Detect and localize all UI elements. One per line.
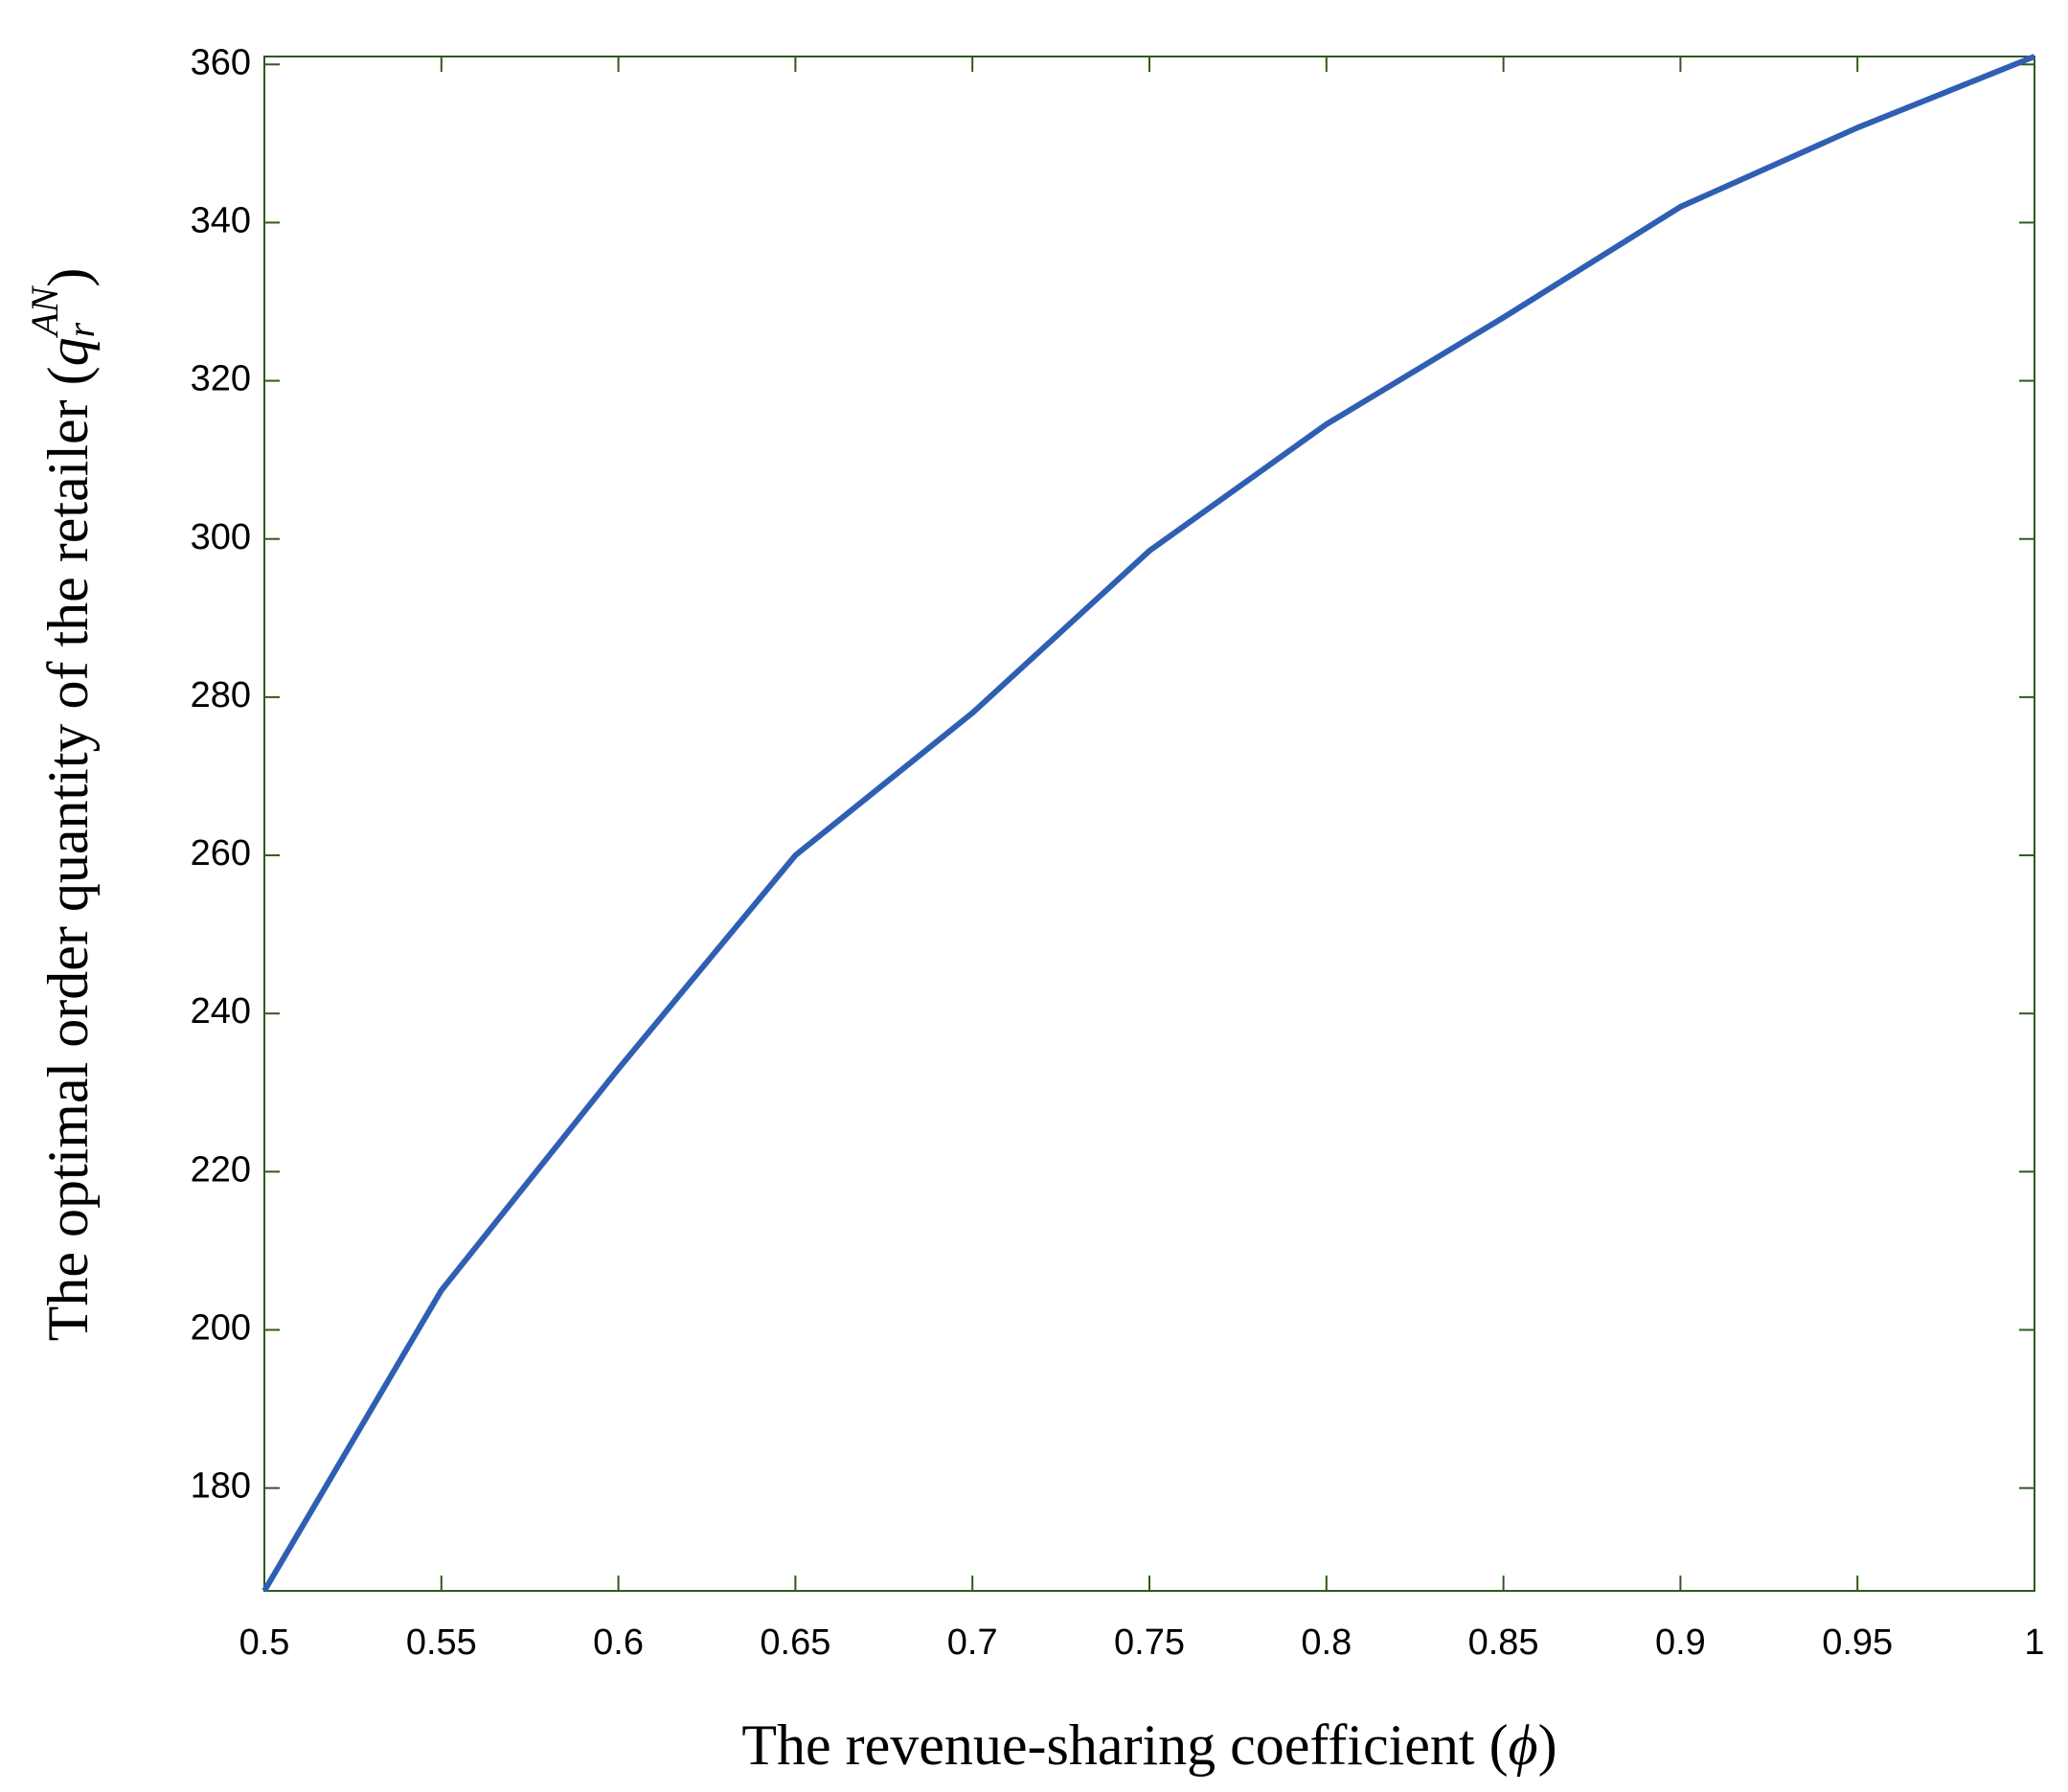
y-tick-label: 200 — [191, 1308, 251, 1349]
y-tick-label: 340 — [191, 200, 251, 240]
y-tick-label: 240 — [191, 991, 251, 1032]
y-tick-label: 300 — [191, 517, 251, 557]
x-label-symbol: ϕ — [1509, 1713, 1538, 1777]
x-label-close: ) — [1538, 1713, 1557, 1777]
x-tick-label: 0.7 — [947, 1622, 998, 1663]
y-tick-label: 320 — [191, 359, 251, 399]
x-axis-label: The revenue-sharing coefficient (ϕ) — [741, 1713, 1557, 1777]
x-tick-label: 0.65 — [760, 1622, 830, 1663]
y-tick-label: 280 — [191, 675, 251, 715]
data-line — [261, 54, 2036, 1593]
y-label-symbol: q — [36, 337, 100, 366]
plot-frame — [263, 56, 2035, 1592]
y-label-text: The optimal order quantity of the retail… — [36, 366, 100, 1341]
x-tick-label: 0.85 — [1468, 1622, 1539, 1663]
x-tick-label: 0.8 — [1301, 1622, 1352, 1663]
x-tick-label: 1 — [2024, 1622, 2044, 1663]
y-tick-label: 180 — [191, 1466, 251, 1507]
y-axis-label: The optimal order quantity of the retail… — [23, 268, 102, 1342]
y-label-superscript: AN — [23, 284, 66, 338]
x-tick-label: 0.6 — [593, 1622, 644, 1663]
x-label-text: The revenue-sharing coefficient ( — [741, 1713, 1508, 1777]
x-tick-label: 0.75 — [1114, 1622, 1185, 1663]
y-label-subscript: r — [59, 322, 102, 337]
x-tick-label: 0.9 — [1655, 1622, 1706, 1663]
y-label-close: ) — [36, 268, 100, 287]
y-tick-label: 260 — [191, 833, 251, 873]
y-tick-label: 220 — [191, 1149, 251, 1190]
x-tick-label: 0.55 — [406, 1622, 477, 1663]
x-tick-label: 0.5 — [239, 1622, 290, 1663]
y-tick-label: 360 — [191, 42, 251, 82]
x-tick-label: 0.95 — [1822, 1622, 1893, 1663]
